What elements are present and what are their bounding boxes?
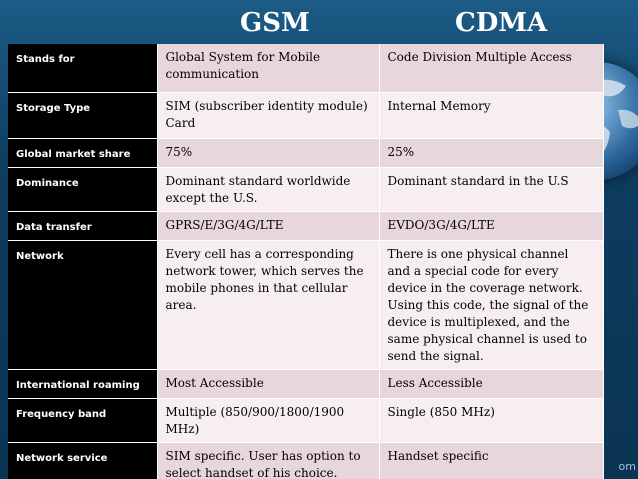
cdma-cell: Code Division Multiple Access xyxy=(379,44,604,93)
table-row: Data transfer GPRS/E/3G/4G/LTE EVDO/3G/4… xyxy=(8,211,604,241)
cdma-cell: There is one physical channel and a spec… xyxy=(379,240,604,370)
row-label: Stands for xyxy=(8,44,158,93)
cdma-cell: 25% xyxy=(379,138,604,168)
table-row: International roaming Most Accessible Le… xyxy=(8,369,604,399)
table-row: Stands for Global System for Mobile comm… xyxy=(8,44,604,93)
row-label: Dominance xyxy=(8,167,158,212)
gsm-cell: Multiple (850/900/1800/1900 MHz) xyxy=(157,398,380,443)
gsm-cell: SIM specific. User has option to select … xyxy=(157,442,380,479)
row-label: Storage Type xyxy=(8,92,158,139)
table-row: Frequency band Multiple (850/900/1800/19… xyxy=(8,398,604,443)
gsm-cell: Dominant standard worldwide except the U… xyxy=(157,167,380,212)
gsm-cell: 75% xyxy=(157,138,380,168)
gsm-cell: Global System for Mobile communication xyxy=(157,44,380,93)
cdma-cell: EVDO/3G/4G/LTE xyxy=(379,211,604,241)
cdma-cell: Single (850 MHz) xyxy=(379,398,604,443)
comparison-table: Stands for Global System for Mobile comm… xyxy=(8,44,604,479)
row-label: Frequency band xyxy=(8,398,158,443)
table-row: Global market share 75% 25% xyxy=(8,138,604,168)
cdma-cell: Less Accessible xyxy=(379,369,604,399)
gsm-heading: GSM xyxy=(240,8,310,38)
gsm-cell: SIM (subscriber identity module) Card xyxy=(157,92,380,139)
cdma-cell: Internal Memory xyxy=(379,92,604,139)
gsm-cell: Most Accessible xyxy=(157,369,380,399)
corner-watermark: om xyxy=(618,460,636,473)
table-row: Network service SIM specific. User has o… xyxy=(8,442,604,479)
row-label: Global market share xyxy=(8,138,158,168)
table-row: Dominance Dominant standard worldwide ex… xyxy=(8,167,604,212)
table-row: Storage Type SIM (subscriber identity mo… xyxy=(8,92,604,139)
table-header: GSM CDMA xyxy=(150,0,600,44)
table-row: Network Every cell has a corresponding n… xyxy=(8,240,604,370)
cdma-cell: Dominant standard in the U.S xyxy=(379,167,604,212)
gsm-cell: Every cell has a corresponding network t… xyxy=(157,240,380,370)
gsm-cell: GPRS/E/3G/4G/LTE xyxy=(157,211,380,241)
cdma-heading: CDMA xyxy=(455,8,548,38)
cdma-cell: Handset specific xyxy=(379,442,604,479)
row-label: Network xyxy=(8,240,158,370)
row-label: Network service xyxy=(8,442,158,479)
row-label: International roaming xyxy=(8,369,158,399)
row-label: Data transfer xyxy=(8,211,158,241)
